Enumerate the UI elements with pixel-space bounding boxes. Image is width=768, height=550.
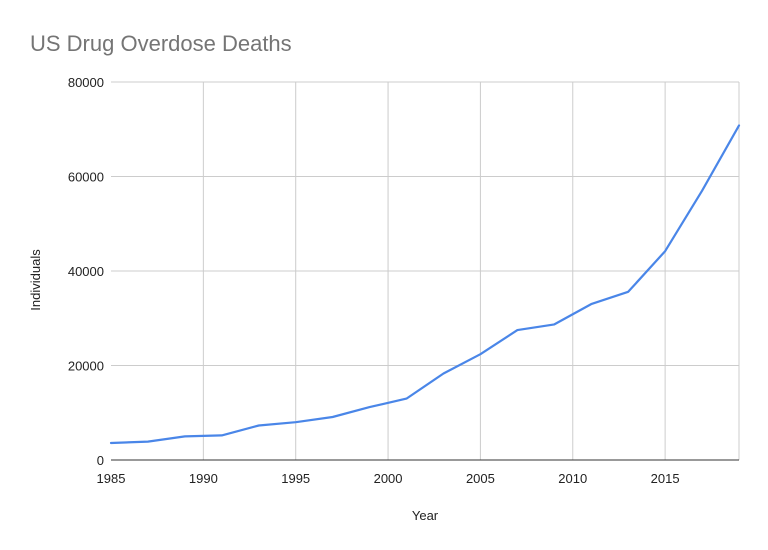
y-tick-label: 40000 (68, 264, 104, 279)
y-tick-label: 20000 (68, 359, 104, 374)
series-layer (109, 124, 741, 445)
x-tick-label: 2015 (651, 471, 680, 486)
x-tick-label: 2010 (558, 471, 587, 486)
x-tick-label: 1990 (189, 471, 218, 486)
y-axis-title: Individuals (28, 249, 43, 311)
x-tick-label: 1995 (281, 471, 310, 486)
y-axis-tick-labels: 0 20000 40000 60000 80000 (68, 75, 104, 468)
y-tick-label: 60000 (68, 170, 104, 185)
x-tick-label: 2005 (466, 471, 495, 486)
y-tick-label: 0 (97, 453, 104, 468)
x-axis-title: Year (412, 508, 439, 523)
series-line-0 (109, 124, 741, 445)
x-tick-label: 2000 (374, 471, 403, 486)
x-axis-tick-labels: 1985 1990 1995 2000 2005 2010 2015 (97, 471, 680, 486)
x-tick-label: 1985 (97, 471, 126, 486)
grid (111, 81, 740, 461)
chart-title: US Drug Overdose Deaths (30, 31, 292, 56)
y-tick-label: 80000 (68, 75, 104, 90)
